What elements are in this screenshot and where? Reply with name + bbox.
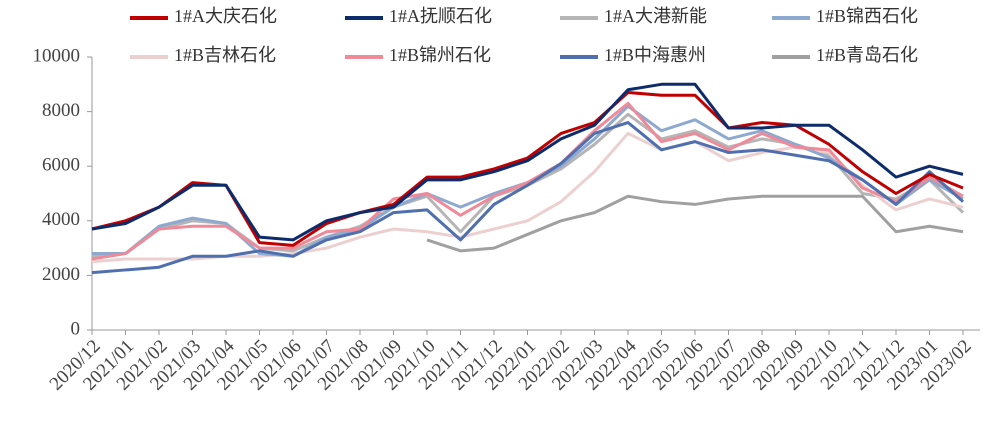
legend-label: 1#A大庆石化: [174, 6, 277, 26]
legend-label: 1#A大港新能: [604, 6, 707, 26]
series-line: [91, 82, 964, 242]
y-tick-label: 10000: [33, 45, 81, 66]
series-line: [426, 194, 964, 253]
legend-label: 1#B吉林石化: [174, 45, 276, 65]
legend-label: 1#B锦西石化: [816, 6, 918, 26]
legend-label: 1#B中海惠州: [604, 45, 706, 65]
series-line: [91, 131, 964, 264]
legend-label: 1#B锦州石化: [389, 45, 491, 65]
series-line: [91, 121, 965, 275]
legend-label: 1#B青岛石化: [816, 45, 918, 65]
y-tick-label: 2000: [42, 264, 80, 285]
y-tick-label: 0: [71, 318, 81, 339]
y-tick-label: 4000: [42, 209, 80, 230]
legend-label: 1#A抚顺石化: [389, 6, 492, 26]
y-tick-label: 8000: [42, 100, 80, 121]
y-tick-label: 6000: [42, 155, 80, 176]
series-line: [91, 101, 964, 261]
